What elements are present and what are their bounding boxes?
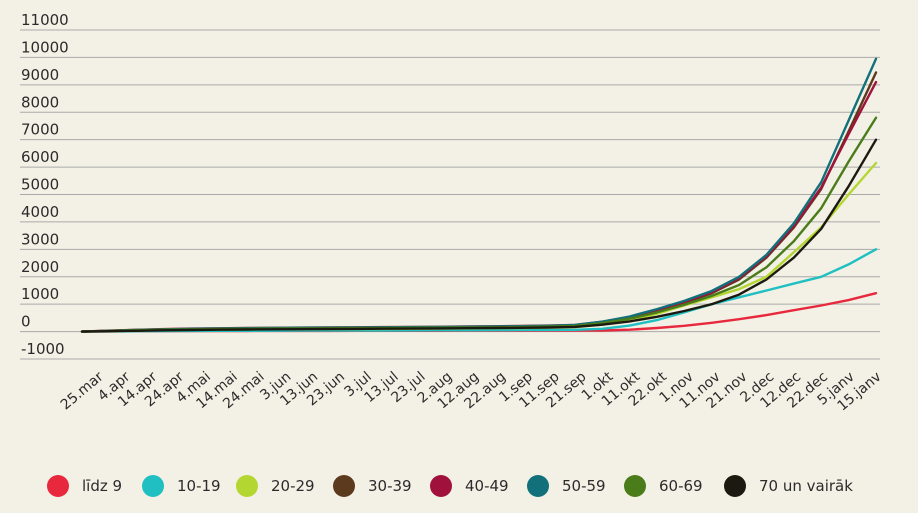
legend-swatch — [430, 475, 452, 497]
y-tick-label: 8000 — [21, 93, 59, 111]
y-tick-label: 5000 — [21, 176, 59, 194]
legend-label: 10-19 — [177, 477, 221, 495]
legend-label: 30-39 — [368, 477, 412, 495]
legend: līdz 9 10-19 20-29 30-39 40-49 50-59 60-69 70 u… — [47, 475, 853, 497]
legend-label: 70 un vairāk — [759, 477, 853, 495]
legend-swatch — [624, 475, 646, 497]
y-tick-label: 3000 — [21, 230, 59, 248]
y-axis-tick-labels: -1000 0 1000 2000 3000 4000 5000 6000 7000 8000 90… — [21, 11, 69, 358]
series-line-5 — [80, 57, 878, 333]
y-tick-label: 1000 — [21, 285, 59, 303]
series-line-6 — [80, 116, 878, 333]
y-tick-label: 0 — [21, 313, 31, 331]
series-line-4 — [80, 80, 878, 333]
x-axis-tick-labels: 25.mar4.apr14.apr24.apr4.mai14.mai24.mai… — [58, 368, 885, 414]
y-tick-label: 2000 — [21, 258, 59, 276]
legend-label: 40-49 — [465, 477, 509, 495]
legend-label: līdz 9 — [82, 477, 122, 495]
y-tick-label: 4000 — [21, 203, 59, 221]
legend-swatch — [333, 475, 355, 497]
grid-layer — [20, 29, 880, 360]
y-tick-label: 9000 — [21, 66, 59, 84]
legend-swatch — [47, 475, 69, 497]
y-tick-label: 7000 — [21, 121, 59, 139]
y-tick-label: 6000 — [21, 148, 59, 166]
legend-label: 20-29 — [271, 477, 315, 495]
legend-swatch — [236, 475, 258, 497]
y-tick-label: 11000 — [21, 11, 69, 29]
series-line-7 — [80, 138, 878, 333]
legend-swatch — [142, 475, 164, 497]
y-tick-label: -1000 — [21, 340, 65, 358]
series-line-2 — [80, 161, 878, 333]
y-tick-label: 10000 — [21, 38, 69, 56]
legend-label: 60-69 — [659, 477, 703, 495]
legend-label: 50-59 — [562, 477, 606, 495]
legend-swatch — [724, 475, 746, 497]
series-lines — [80, 57, 878, 333]
legend-swatch — [527, 475, 549, 497]
